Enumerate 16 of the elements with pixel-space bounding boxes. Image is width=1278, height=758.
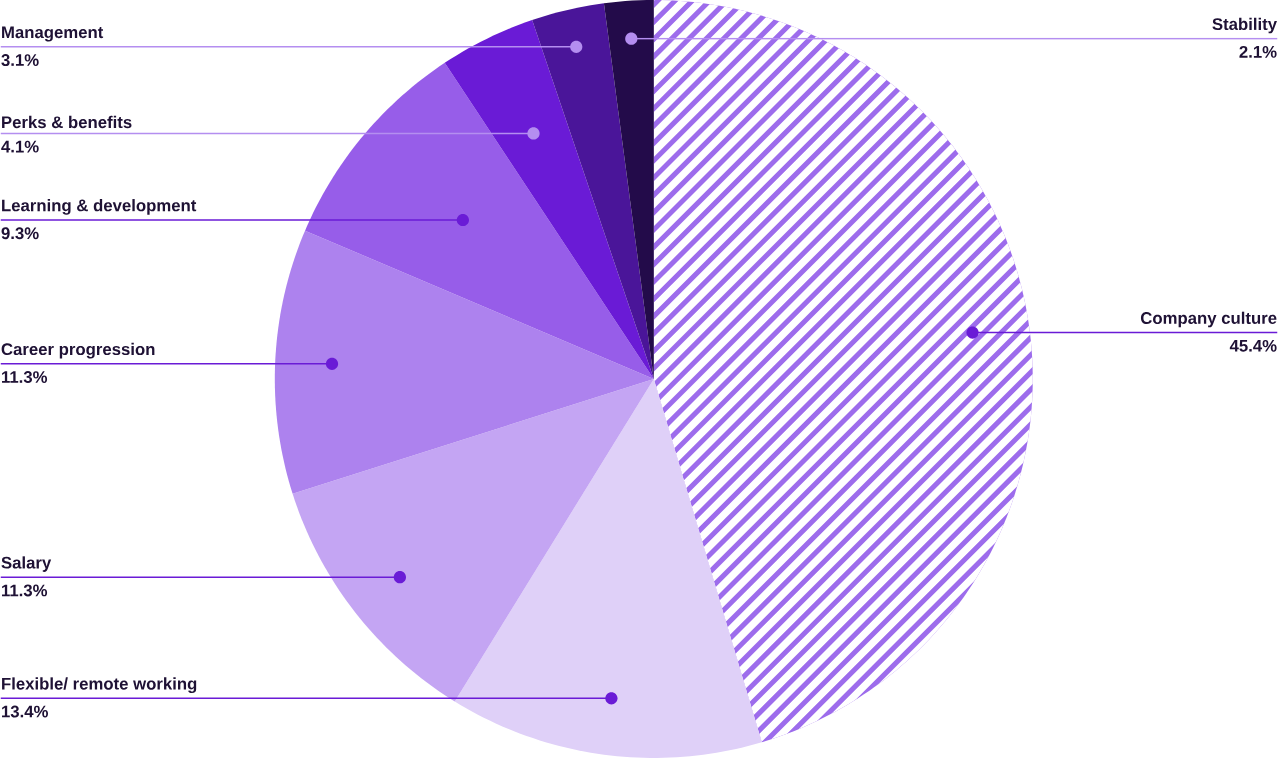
slice-label: Career progression	[1, 342, 155, 359]
data-label: 45.4%	[1229, 339, 1277, 352]
data-label: 13.4%	[2, 705, 49, 718]
slice-label: Management	[2, 26, 104, 42]
slice-label: Learning & development	[2, 199, 197, 215]
data-label: 9.3%	[1, 227, 39, 240]
slice-label: Salary	[1, 556, 52, 572]
slice-label: Perks & benefits	[2, 115, 132, 129]
data-label: 11.3%	[2, 584, 48, 597]
data-label: 4.1%	[1, 140, 39, 153]
slice-label: Stability	[1212, 17, 1277, 34]
data-label: 3.1%	[1, 54, 39, 67]
data-label: 2.1%	[1239, 45, 1277, 58]
slice-label: Company culture	[1140, 311, 1277, 328]
slice-label: Flexible/ remote working	[2, 677, 197, 694]
data-label: 11.3%	[2, 371, 48, 384]
